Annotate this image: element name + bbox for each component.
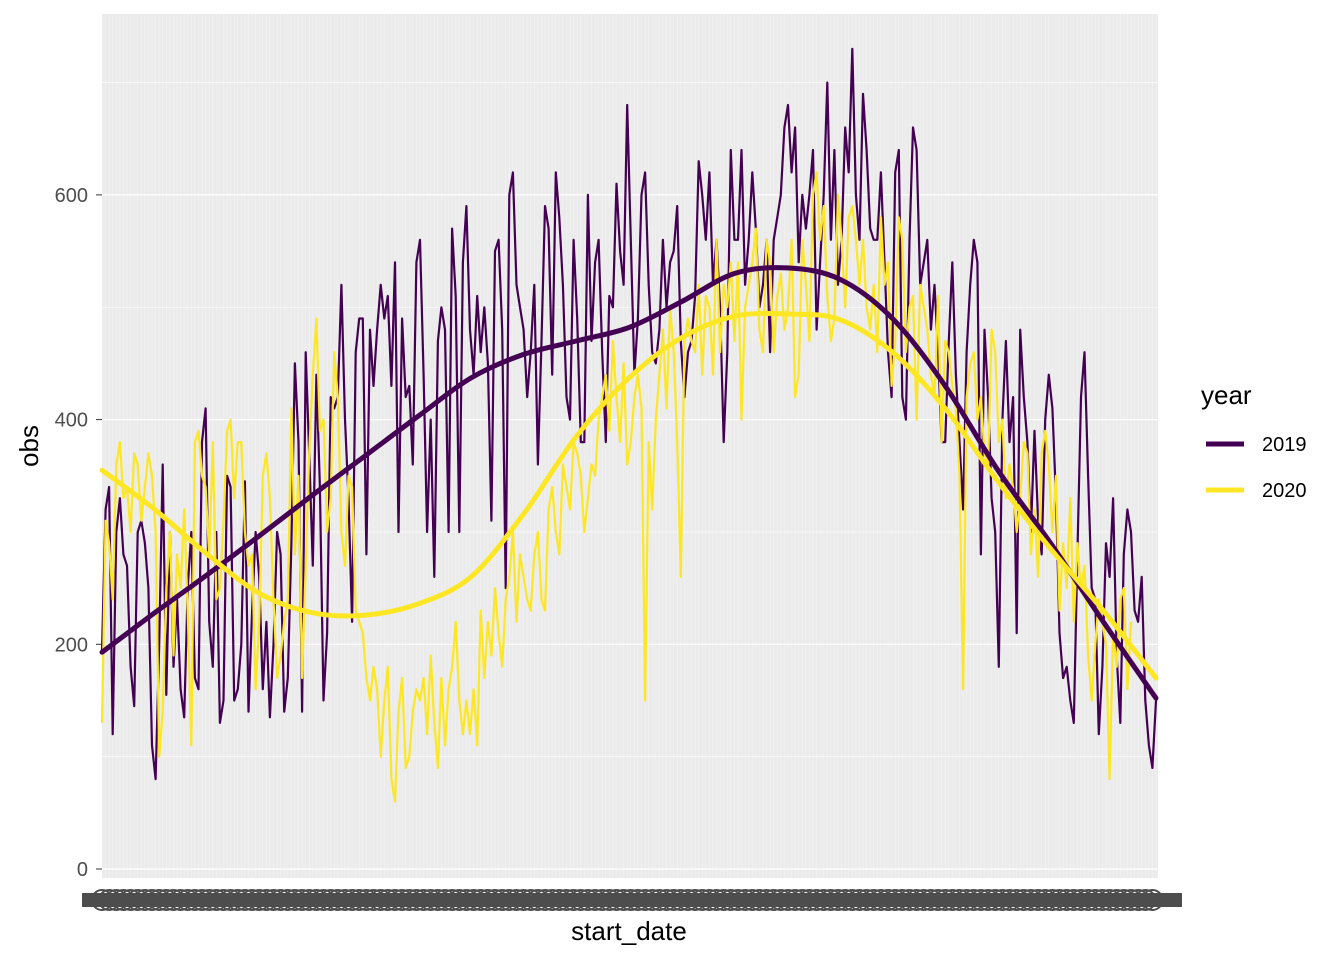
y-tick-label: 0: [77, 859, 88, 881]
y-tick-label: 200: [55, 634, 88, 656]
x-axis-title: start_date: [571, 916, 687, 946]
y-tick-label: 600: [55, 185, 88, 207]
x-axis-tick-labels: [82, 889, 1182, 911]
y-tick-label: 400: [55, 410, 88, 432]
series-line-2019: [100, 47, 1158, 781]
y-axis-title: obs: [14, 425, 44, 467]
x-tick-label-overlap: [82, 893, 1182, 907]
vertical-gridlines: [101, 14, 1157, 878]
smooth-line-2020: [99, 310, 1159, 681]
legend: year 2019 2020: [1201, 380, 1307, 502]
legend-title: year: [1201, 380, 1252, 410]
smooth-lines: [99, 265, 1159, 701]
y-axis-ticks: 0 200 400 600: [55, 185, 102, 881]
horizontal-gridlines: [102, 82, 1158, 870]
smooth-line-2019: [99, 265, 1159, 701]
legend-label-2019: 2019: [1262, 434, 1307, 456]
legend-label-2020: 2020: [1262, 480, 1307, 502]
